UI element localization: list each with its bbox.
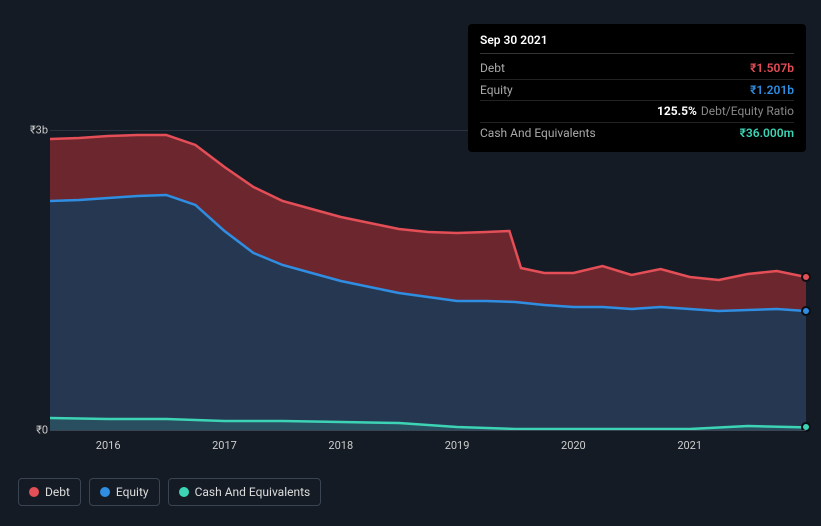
- x-axis-label: 2021: [677, 439, 702, 452]
- x-axis-label: 2016: [96, 439, 121, 452]
- tooltip-label: Equity: [480, 82, 513, 99]
- x-axis-label: 2017: [212, 439, 237, 452]
- legend-swatch: [179, 487, 189, 497]
- legend-label: Equity: [116, 485, 149, 499]
- x-axis-label: 2019: [445, 439, 470, 452]
- y-axis-label: ₹0: [36, 424, 48, 437]
- legend-swatch: [29, 487, 39, 497]
- tooltip-row: Debt ₹1.507b: [480, 58, 794, 80]
- tooltip-value: ₹1.201b: [750, 82, 794, 99]
- y-axis-label: ₹3b: [30, 124, 48, 137]
- legend: Debt Equity Cash And Equivalents: [18, 478, 321, 506]
- tooltip-value: ₹36.000m: [740, 125, 794, 142]
- x-axis-label: 2018: [328, 439, 353, 452]
- tooltip-row: Equity ₹1.201b: [480, 80, 794, 102]
- x-axis: 2016 2017 2018 2019 2020 2021: [50, 430, 806, 460]
- legend-item[interactable]: Equity: [89, 478, 160, 506]
- legend-label: Cash And Equivalents: [195, 485, 311, 499]
- chart-tooltip: Sep 30 2021 Debt ₹1.507b Equity ₹1.201b 125.…: [468, 24, 806, 152]
- tooltip-label: Cash And Equivalents: [480, 125, 596, 142]
- tooltip-ratio: 125.5%Debt/Equity Ratio: [657, 103, 794, 120]
- equity-marker: [801, 306, 811, 316]
- tooltip-label: Debt: [480, 60, 505, 77]
- legend-item[interactable]: Cash And Equivalents: [168, 478, 322, 506]
- debt-equity-chart: ₹3b ₹0 2016 2017 2018 2019 2020 2021: [18, 120, 808, 460]
- plot-area[interactable]: [50, 130, 806, 430]
- tooltip-row: 125.5%Debt/Equity Ratio: [480, 101, 794, 123]
- legend-label: Debt: [45, 485, 70, 499]
- legend-swatch: [100, 487, 110, 497]
- tooltip-date: Sep 30 2021: [480, 32, 794, 54]
- legend-item[interactable]: Debt: [18, 478, 81, 506]
- x-axis-label: 2020: [561, 439, 586, 452]
- tooltip-value: ₹1.507b: [750, 60, 794, 77]
- debt-marker: [801, 272, 811, 282]
- tooltip-row: Cash And Equivalents ₹36.000m: [480, 123, 794, 144]
- equity-area: [50, 195, 806, 431]
